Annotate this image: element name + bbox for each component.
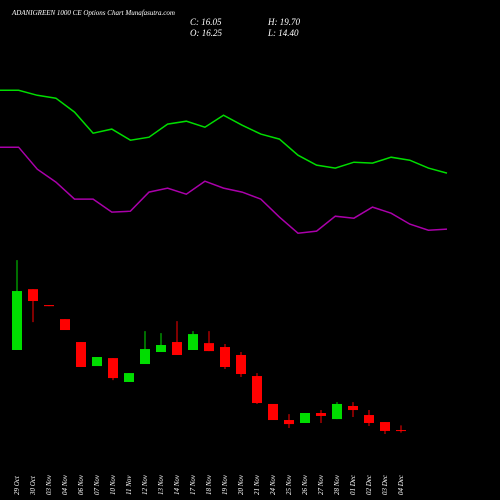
candle-body [332,403,342,420]
candle-body [108,358,118,379]
x-tick-label: 01 Dec [349,474,357,495]
quote-high: H: 19.70 [267,17,300,27]
x-tick-label: 07 Nov [93,474,101,495]
x-tick-label: 19 Nov [221,474,229,495]
x-tick-label: 10 Nov [109,474,117,495]
candle-body [268,403,278,421]
chart-title: ADANIGREEN 1000 CE Options Chart Munafas… [11,9,175,17]
x-tick-label: 13 Nov [157,474,165,495]
quote-low: L: 14.40 [267,28,299,38]
x-tick-label: 24 Nov [269,474,277,495]
x-tick-label: 28 Nov [333,474,341,495]
candle-body [92,357,102,367]
candle-body [236,354,246,375]
x-tick-label: 25 Nov [285,474,293,495]
x-tick-label: 04 Nov [61,474,69,495]
x-tick-label: 30 Oct [29,475,37,496]
x-tick-label: 14 Nov [173,474,181,495]
x-tick-label: 04 Dec [397,474,405,495]
candle-body [220,347,230,367]
indicator-line [0,146,448,234]
candle-body [348,405,358,411]
candle-body [364,415,374,423]
x-tick-label: 12 Nov [141,474,149,495]
candle-body [188,334,198,350]
candle-body [172,342,182,355]
candle-body [76,342,86,367]
x-tick-label: 11 Nov [125,475,133,495]
candle-body [204,343,214,352]
candle-body [156,345,166,353]
candle-body [380,422,390,431]
candle-body [396,430,406,432]
candle-body [44,305,54,307]
quote-close: C: 16.05 [190,17,222,27]
candle-body [284,420,294,425]
candle-body [124,373,134,382]
candle-body [60,319,70,331]
candle-body [252,376,262,404]
indicator-line [0,89,448,174]
x-tick-label: 18 Nov [205,474,213,495]
x-tick-label: 03 Nov [45,474,53,495]
x-tick-label: 26 Nov [301,474,309,495]
candle-body [316,413,326,416]
x-tick-label: 21 Nov [253,474,261,495]
x-tick-label: 02 Dec [365,474,373,495]
quote-open: O: 16.25 [190,28,222,38]
candle-body [12,291,22,350]
x-tick-label: 29 Oct [13,475,21,495]
x-tick-label: 17 Nov [189,474,197,495]
x-tick-label: 06 Nov [77,474,85,495]
x-tick-label: 20 Nov [237,474,245,495]
candle-body [300,413,310,423]
candle-body [140,349,150,365]
x-tick-label: 03 Dec [381,474,389,495]
candle-body [28,289,38,302]
x-tick-label: 27 Nov [317,474,325,495]
